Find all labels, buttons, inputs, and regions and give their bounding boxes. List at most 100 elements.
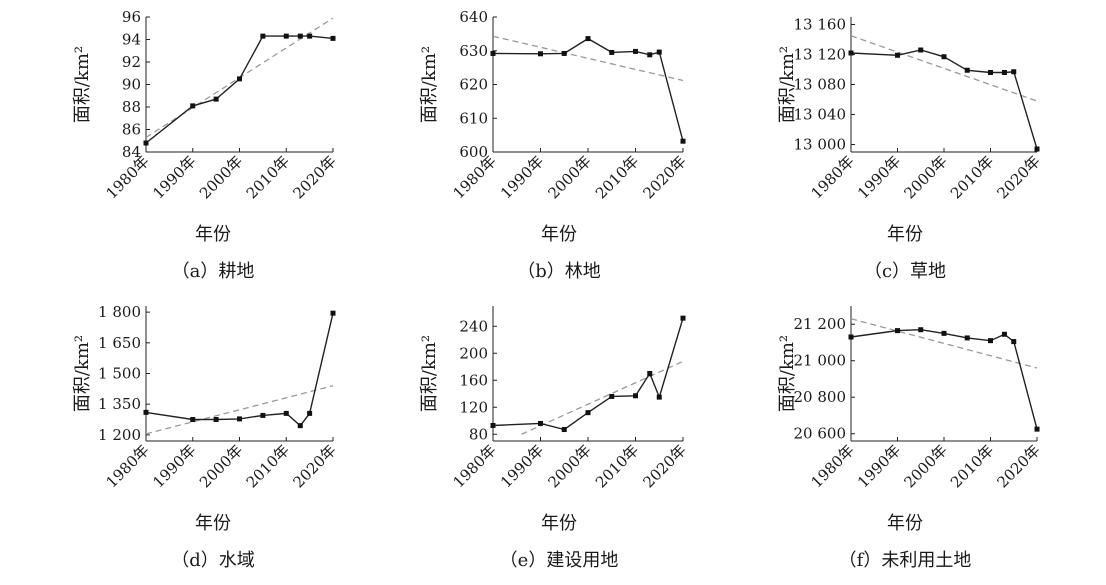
y-tick-label: 1 350 [98, 395, 141, 413]
y-tick-label: 630 [459, 42, 488, 60]
x-tick-label: 2020年 [639, 441, 689, 491]
y-tick-label: 13 040 [794, 106, 847, 124]
data-point [680, 138, 686, 144]
data-point [561, 427, 567, 433]
x-tick-label: 2020年 [993, 441, 1043, 491]
data-point [330, 35, 336, 41]
y-tick-label: 1 500 [98, 365, 141, 383]
y-tick-label: 21 200 [794, 315, 847, 333]
data-point [848, 334, 854, 340]
panel-caption: （c）草地 [864, 261, 946, 282]
x-tick-label: 2010年 [947, 152, 997, 202]
x-tick-label: 2000年 [196, 152, 246, 202]
y-tick-label: 20 800 [794, 388, 847, 406]
y-tick-label: 96 [122, 8, 141, 26]
x-tick-label: 1980年 [807, 441, 857, 491]
chart-panel-2: 6006106206306401980年1990年2000年2010年2020年… [419, 8, 690, 282]
panel-caption: （a）耕地 [172, 261, 255, 282]
panel-caption: （d）水域 [171, 550, 255, 571]
series-line [145, 35, 334, 144]
x-tick-label: 2010年 [243, 152, 293, 202]
data-point [609, 393, 615, 399]
y-tick-label: 13 120 [794, 46, 847, 64]
data-point [585, 410, 591, 416]
data-point [213, 96, 219, 102]
data-point [895, 52, 900, 58]
x-axis-title: 年份 [887, 513, 923, 534]
x-tick-label: 1980年 [449, 441, 499, 491]
y-tick-label: 600 [459, 143, 488, 161]
y-tick-label: 13 080 [794, 76, 847, 94]
y-tick-label: 160 [459, 371, 488, 389]
series-line [145, 313, 334, 427]
data-point [918, 327, 924, 333]
data-point [633, 48, 638, 54]
data-point [585, 36, 591, 42]
data-point [988, 338, 993, 344]
x-tick-label: 2020年 [289, 152, 339, 202]
x-tick-label: 2000年 [196, 441, 246, 491]
x-tick-label: 2020年 [639, 152, 689, 202]
data-point [1034, 146, 1040, 152]
y-tick-label: 1 800 [98, 303, 141, 321]
x-tick-label: 1990年 [497, 152, 547, 202]
data-point [260, 33, 266, 39]
data-point [297, 33, 303, 39]
y-tick-label: 610 [459, 109, 488, 127]
data-point [490, 422, 496, 428]
data-point [190, 103, 196, 109]
x-tick-label: 2010年 [592, 152, 642, 202]
data-point [656, 394, 662, 400]
y-tick-label: 84 [122, 143, 141, 161]
y-tick-label: 120 [459, 398, 488, 416]
x-axis-title: 年份 [195, 224, 231, 245]
panel-caption: （e）建设用地 [500, 550, 619, 571]
y-tick-label: 21 000 [794, 352, 847, 370]
chart-panel-3: 13 000 13 040 13 080 13 120 13 160 1980年1990年… [777, 16, 1044, 283]
y-tick-label: 88 [122, 98, 141, 116]
y-tick-label: 240 [459, 317, 488, 335]
data-point [213, 417, 219, 423]
data-point [941, 330, 947, 336]
y-axis-title: 面积/km² [72, 335, 93, 412]
y-tick-label: 90 [122, 76, 141, 94]
data-point [633, 393, 638, 399]
x-tick-label: 1990年 [497, 441, 547, 491]
data-point [964, 67, 970, 73]
x-tick-label: 2010年 [947, 441, 997, 491]
x-tick-label: 1990年 [149, 152, 199, 202]
x-tick-label: 1980年 [102, 441, 152, 491]
data-point [1034, 426, 1040, 432]
data-point [609, 49, 615, 55]
panel-caption: （f）未利用土地 [839, 550, 972, 571]
data-point [330, 310, 336, 316]
y-tick-label: 92 [122, 53, 141, 71]
data-point [561, 50, 567, 56]
data-point [490, 50, 496, 56]
x-axis-title: 年份 [887, 224, 923, 245]
x-tick-label: 2020年 [993, 152, 1043, 202]
y-axis-title: 面积/km² [419, 335, 440, 412]
chart-panel-4: 1 200 1 350 1 500 1 650 1 800 1980年1990年2000年… [72, 303, 340, 571]
data-point [283, 33, 289, 39]
data-point [143, 140, 149, 146]
series-line [850, 49, 1038, 150]
x-axis-title: 年份 [195, 513, 231, 534]
data-point [538, 51, 543, 57]
data-point [283, 410, 289, 416]
data-point [307, 33, 313, 39]
data-point [538, 420, 543, 426]
trend-line [850, 318, 1038, 369]
trend-line [145, 385, 334, 435]
y-tick-label: 620 [459, 76, 488, 94]
data-point [237, 416, 242, 422]
data-point [848, 50, 854, 56]
chart-panel-1: 848688909294961980年1990年2000年2010年2020年面… [72, 8, 340, 282]
data-point [656, 49, 662, 55]
y-tick-label: 13 160 [794, 16, 847, 34]
data-point [964, 335, 970, 341]
y-axis-title: 面积/km² [72, 46, 93, 123]
data-point [918, 47, 924, 53]
y-tick-label: 640 [459, 8, 488, 26]
